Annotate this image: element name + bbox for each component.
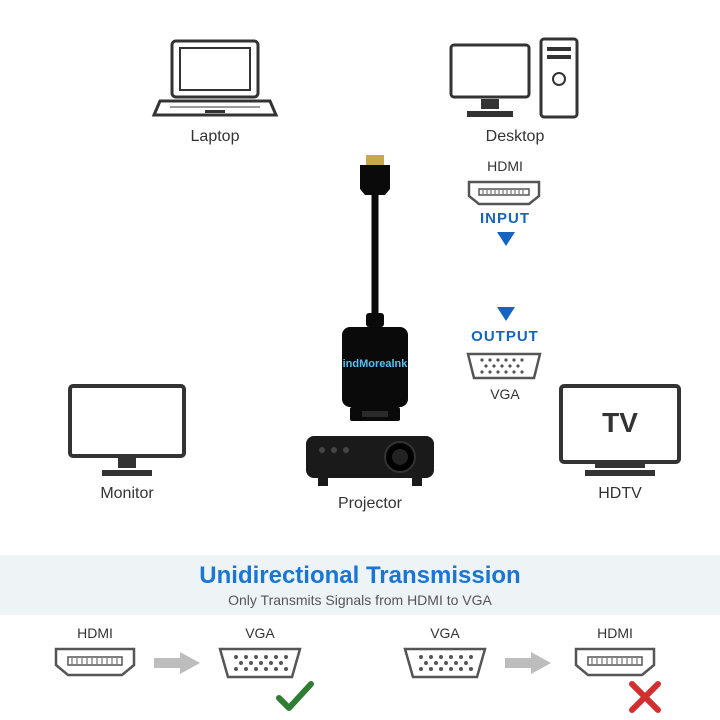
monitor-icon xyxy=(62,380,192,480)
hdmi-port-label: HDMI xyxy=(465,158,545,174)
hdtv-label: HDTV xyxy=(555,485,685,503)
bottom-vga-icon-2 xyxy=(399,645,491,683)
laptop-icon xyxy=(150,35,280,125)
arrow-icon-1 xyxy=(152,650,202,676)
checkmark-icon xyxy=(275,680,315,716)
bottom-vga-label-1: VGA xyxy=(220,625,300,641)
desktop-label: Desktop xyxy=(445,128,585,146)
projector-icon xyxy=(300,430,440,490)
cross-icon xyxy=(628,680,662,714)
output-arrow-icon xyxy=(495,305,517,323)
tv-text: TV xyxy=(602,407,638,438)
vga-port-icon xyxy=(462,350,546,384)
hdtv-icon: TV xyxy=(555,380,685,480)
output-label: OUTPUT xyxy=(460,328,550,345)
desktop-icon xyxy=(445,35,585,125)
bottom-vga-icon-1 xyxy=(214,645,306,683)
bottom-hdmi-label-1: HDMI xyxy=(55,625,135,641)
vga-port-label: VGA xyxy=(465,386,545,402)
laptop-label: Laptop xyxy=(150,128,280,146)
adapter-icon: indMorealnk xyxy=(330,155,420,425)
bottom-hdmi-label-2: HDMI xyxy=(575,625,655,641)
hdmi-port-icon xyxy=(465,178,543,208)
arrow-icon-2 xyxy=(503,650,553,676)
footer-title: Unidirectional Transmission xyxy=(0,562,720,590)
input-label: INPUT xyxy=(465,210,545,227)
bottom-hdmi-icon-1 xyxy=(52,645,138,679)
input-arrow-icon xyxy=(495,230,517,248)
bottom-hdmi-icon-2 xyxy=(572,645,658,679)
monitor-label: Monitor xyxy=(62,485,192,503)
footer-subtitle: Only Transmits Signals from HDMI to VGA xyxy=(0,592,720,608)
adapter-brand-text: indMorealnk xyxy=(343,358,409,370)
projector-label: Projector xyxy=(300,495,440,513)
bottom-vga-label-2: VGA xyxy=(405,625,485,641)
